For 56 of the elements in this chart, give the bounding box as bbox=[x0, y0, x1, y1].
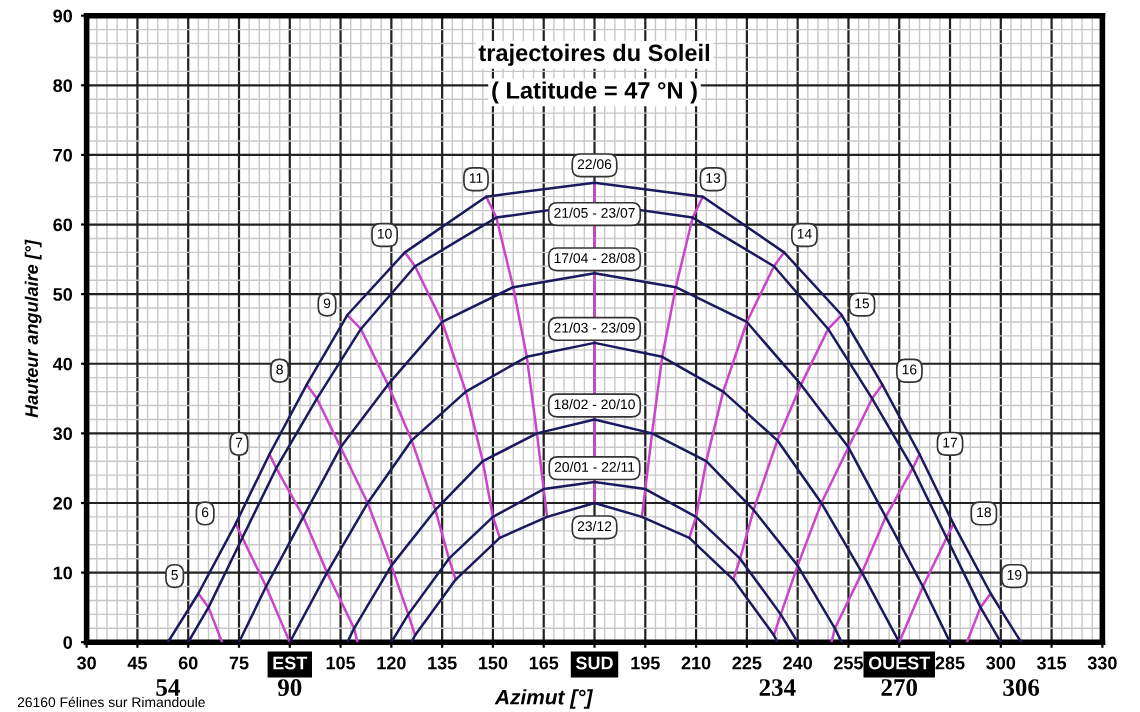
y-axis-title: Hauteur angulaire [°] bbox=[24, 239, 42, 418]
annotation: 54 bbox=[156, 679, 180, 696]
x-tick-label: 255 bbox=[834, 656, 864, 670]
y-tick-label: 90 bbox=[53, 9, 73, 23]
text: trajectoires du Soleil bbox=[478, 43, 709, 66]
line-series bbox=[346, 313, 457, 581]
text: ( Latitude = 47 °N ) bbox=[492, 81, 697, 104]
x-tick-label: 315 bbox=[1036, 656, 1067, 670]
x-tick-label: 105 bbox=[326, 656, 356, 670]
x-tick-label: 135 bbox=[428, 656, 457, 670]
x-tick-label: 150 bbox=[479, 656, 508, 670]
line-series bbox=[830, 453, 921, 643]
x-tick-label: 300 bbox=[986, 656, 1016, 670]
x-tick-label: 285 bbox=[935, 656, 965, 670]
line-series bbox=[640, 195, 705, 519]
line-series bbox=[403, 251, 501, 540]
y-tick-label: 80 bbox=[53, 79, 73, 92]
x-tick-label: 330 bbox=[1087, 656, 1117, 670]
y-tick-label: 50 bbox=[53, 288, 73, 301]
line-series bbox=[288, 341, 901, 643]
line-series bbox=[305, 383, 417, 637]
x-tick-label: EST bbox=[273, 656, 308, 670]
x-tick-label: 120 bbox=[377, 656, 406, 670]
annotation: 234 bbox=[759, 679, 796, 696]
annotation: 270 bbox=[881, 679, 918, 696]
y-tick-label: 40 bbox=[52, 357, 73, 371]
x-tick-label: 30 bbox=[77, 656, 96, 670]
line-series bbox=[410, 501, 779, 643]
y-tick-label: 20 bbox=[53, 496, 73, 510]
x-tick-label: 225 bbox=[732, 656, 762, 670]
x-tick-label: SUD bbox=[575, 656, 613, 670]
annotation: 90 bbox=[277, 679, 302, 696]
line-series bbox=[484, 195, 549, 519]
y-tick-label: 70 bbox=[53, 148, 73, 162]
line-series bbox=[390, 480, 799, 643]
x-tick-label: 195 bbox=[631, 656, 660, 670]
x-tick-label: 240 bbox=[783, 656, 812, 670]
y-tick-label: 10 bbox=[53, 566, 73, 580]
y-tick-label: 60 bbox=[53, 218, 73, 232]
y-tick-label: 0 bbox=[63, 636, 73, 649]
line-series bbox=[772, 383, 884, 637]
x-tick-label: 60 bbox=[178, 656, 198, 670]
x-tick-label: 45 bbox=[127, 656, 147, 670]
line-series bbox=[234, 522, 292, 643]
x-tick-label: 210 bbox=[681, 656, 711, 670]
line-series bbox=[897, 522, 955, 643]
x-axis-title: Azimut [°] bbox=[494, 689, 594, 709]
annotation: 306 bbox=[1003, 679, 1040, 696]
x-tick-label: 165 bbox=[529, 656, 559, 670]
line-series bbox=[688, 251, 786, 540]
line-series bbox=[346, 418, 843, 643]
y-tick-label: 30 bbox=[53, 427, 73, 441]
line-series bbox=[268, 453, 359, 643]
x-tick-label: OUEST bbox=[868, 656, 931, 670]
line-series bbox=[732, 313, 843, 581]
x-tick-label: 75 bbox=[229, 656, 249, 670]
